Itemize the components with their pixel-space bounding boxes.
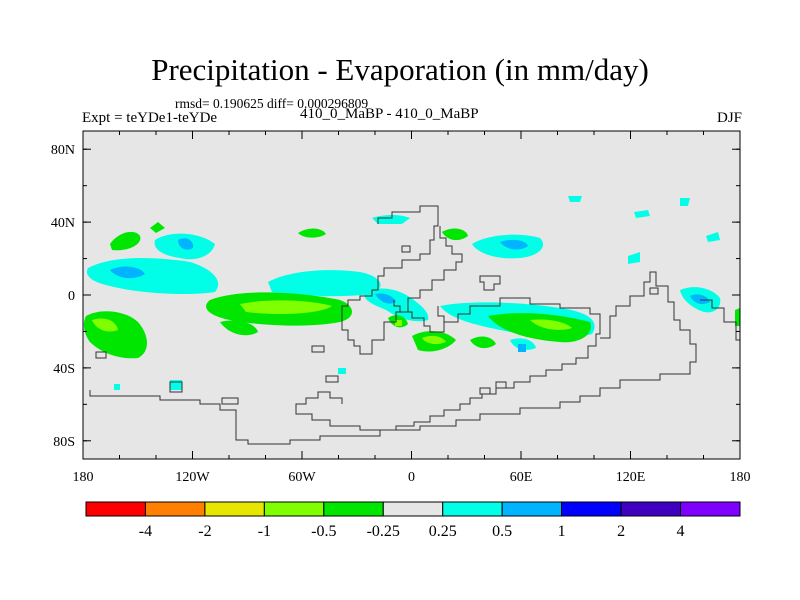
continent-outline: [649, 287, 659, 295]
colorbar-swatch: [501, 501, 563, 517]
period-subtitle: 410_0_MaBP - 410_0_MaBP: [300, 106, 479, 122]
y-tick-label: 0: [68, 289, 75, 304]
contour-cyan: [628, 252, 640, 264]
colorbar-label: -2: [198, 523, 211, 540]
contour-cyan: [568, 196, 582, 202]
contour-fills: [83, 196, 740, 390]
colorbar-label: -0.25: [367, 523, 400, 540]
colorbar-label: 2: [617, 523, 625, 540]
colorbar-swatch: [263, 501, 325, 517]
contour-green: [470, 336, 496, 349]
continent-outline: [341, 205, 463, 355]
x-tick-label: 60W: [288, 470, 316, 485]
colorbar-swatch: [561, 501, 622, 517]
contour-blue: [500, 239, 528, 250]
contour-cyan: [114, 384, 120, 390]
colorbar-swatch: [204, 501, 265, 517]
contour-cyan: [634, 210, 650, 218]
continent-outline: [169, 381, 183, 393]
continent-outline: [311, 345, 325, 353]
continent-outline: [95, 351, 107, 359]
plot-background: [83, 131, 740, 459]
contour-green: [298, 228, 326, 238]
contour-blue: [518, 344, 526, 352]
stats-subtitle: rmsd= 0.190625 diff= 0.000296809: [175, 96, 369, 111]
colorbar-swatch: [323, 501, 384, 517]
contour-blue: [690, 294, 710, 304]
y-tick-label: 40S: [53, 362, 75, 377]
season-label: DJF: [716, 110, 742, 126]
colorbar-swatch: [144, 501, 206, 517]
colorbar-label: 1: [558, 523, 566, 540]
contour-green: [110, 231, 141, 251]
colorbar-label: 0.5: [492, 523, 512, 540]
continent-outlines: [89, 205, 740, 445]
contour-cyan: [680, 198, 690, 206]
colorbar-label: -0.5: [311, 523, 336, 540]
contour-light-green: [530, 319, 572, 330]
contour-cyan: [268, 270, 381, 297]
contour-light-green: [92, 318, 118, 332]
colorbar: -4 -2 -1 -0.5 -0.25 0.25 0.5 1 2 4: [85, 501, 741, 540]
continent-outline: [393, 300, 445, 333]
contour-cyan: [372, 215, 410, 224]
continent-outline: [295, 297, 601, 431]
contour-green: [442, 228, 468, 241]
colorbar-label: -1: [258, 523, 271, 540]
contour-light-green: [240, 300, 332, 314]
colorbar-swatch: [442, 501, 503, 517]
contour-green: [488, 313, 591, 343]
y-tick-label: 80S: [53, 435, 75, 450]
y-tick-label: 40N: [51, 216, 75, 231]
x-tick-label: 0: [408, 470, 415, 485]
contour-light-green: [395, 320, 402, 326]
contour-green: [220, 320, 258, 336]
colorbar-swatch: [680, 501, 741, 517]
contour-light-green: [422, 335, 446, 345]
contour-cyan: [338, 368, 346, 374]
continent-outline: [700, 299, 740, 341]
contour-blue: [375, 293, 396, 304]
continent-outline: [495, 381, 507, 389]
x-tick-label: 120E: [616, 470, 646, 485]
contour-cyan: [706, 232, 720, 242]
axes: 180 120W 60W 0 60E 120E 180 80N 40N 0 40S 80S: [51, 131, 751, 485]
chart-title: Precipitation - Evaporation (in mm/day): [151, 52, 649, 87]
continent-outline: [401, 245, 411, 253]
colorbar-swatch: [85, 501, 146, 517]
x-tick-label: 120W: [175, 470, 210, 485]
continent-outline: [89, 271, 697, 445]
contour-blue: [178, 238, 194, 250]
continent-outline: [325, 375, 339, 383]
x-tick-label: 180: [730, 470, 751, 485]
contour-blue: [110, 266, 145, 279]
colorbar-label: 4: [677, 523, 685, 540]
continent-outline: [479, 275, 501, 291]
colorbar-label: -4: [139, 523, 152, 540]
x-tick-label: 180: [73, 470, 94, 485]
colorbar-label: 0.25: [429, 523, 457, 540]
colorbar-swatch: [382, 501, 444, 517]
y-tick-label: 80N: [51, 143, 75, 158]
continent-outline: [221, 397, 239, 405]
x-tick-label: 60E: [510, 470, 533, 485]
experiment-subtitle: Expt = teYDe1-teYDe: [82, 110, 218, 126]
colorbar-swatch: [620, 501, 682, 517]
contour-green: [150, 222, 165, 233]
continent-outline: [479, 387, 491, 395]
